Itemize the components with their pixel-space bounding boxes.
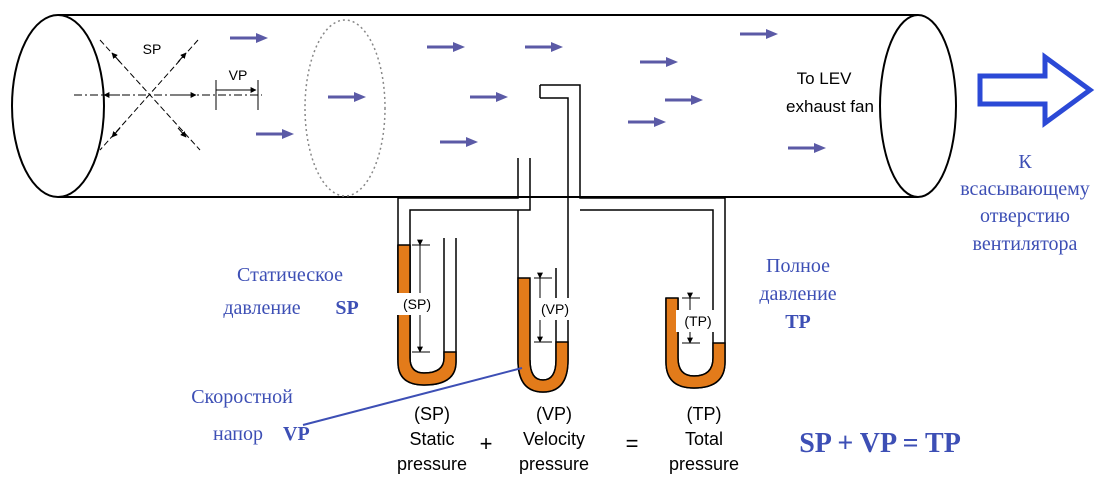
flow-arrow [440,137,478,147]
eq-tp-abbr: (TP) [687,404,722,424]
eq-equals: = [626,431,639,456]
eq-tp-word1: Total [685,429,723,449]
flow-arrow [628,117,666,127]
manometer-tp-label: (TP) [684,313,711,329]
suction-line3: отверстию [980,205,1070,227]
pressure-vectors [74,39,262,151]
eq-vp-word1: Velocity [523,429,585,449]
eq-vp-word2: pressure [519,454,589,474]
manometer-vp-label: (VP) [541,301,569,317]
velocity-ru-line1: Скоростной [191,386,293,408]
duct-cross-section [304,19,386,197]
velocity-pointer-line [302,367,523,426]
duct [11,14,957,198]
full-ru-abbr: TP [785,311,811,333]
equation-en: (SP) Static pressure + (VP) Velocity pre… [397,404,739,474]
eq-plus: + [480,431,493,456]
flow-arrow [328,92,366,102]
flow-arrow [788,143,826,153]
velocity-ru-line2: напор [213,423,263,445]
pipe-vp-label: VP [229,67,248,83]
eq-sp-word2: pressure [397,454,467,474]
exhaust-arrow-icon [977,52,1095,128]
full-ru-line2: давление [759,283,836,305]
velocity-ru-abbr: VP [283,423,310,445]
formula: SP + VP = TP [799,428,961,459]
label-total-pressure-ru: Полное давление TP [759,255,836,333]
static-ru-abbr: SP [335,297,358,319]
manometer-sp-label: (SP) [403,296,431,312]
suction-line4: вентилятора [973,233,1078,255]
manometer-tp: (TP) [665,292,726,389]
flow-arrow [427,42,465,52]
fan-label-line2: exhaust fan [786,97,874,116]
duct-inlet-end [11,14,105,198]
flow-arrow [665,95,703,105]
pipe-sp-label: SP [143,41,162,57]
manometer-vp: (VP) [517,272,578,393]
flow-arrow [740,29,778,39]
manometer-sp: (SP) [393,238,457,386]
flow-arrow [470,92,508,102]
flow-arrow [256,129,294,139]
flow-arrows [230,29,826,153]
suction-line1: К [1018,151,1032,173]
label-velocity-pressure-ru: Скоростной напор VP [191,367,523,445]
flow-arrow [525,42,563,52]
eq-tp-word2: pressure [669,454,739,474]
flow-arrow [230,33,268,43]
eq-vp-abbr: (VP) [536,404,572,424]
duct-outlet-end [879,14,957,198]
label-static-pressure-ru: Статическое давление SP [223,264,358,319]
eq-sp-word1: Static [409,429,454,449]
eq-sp-abbr: (SP) [414,404,450,424]
fan-label-line1: To LEV [797,69,852,88]
suction-label: К всасывающему отверстию вентилятора [960,151,1090,255]
full-ru-line1: Полное [766,255,830,277]
static-ru-line1: Статическое [237,264,343,286]
flow-arrow [640,57,678,67]
static-ru-line2: давление [223,297,300,319]
suction-line2: всасывающему [960,178,1090,200]
